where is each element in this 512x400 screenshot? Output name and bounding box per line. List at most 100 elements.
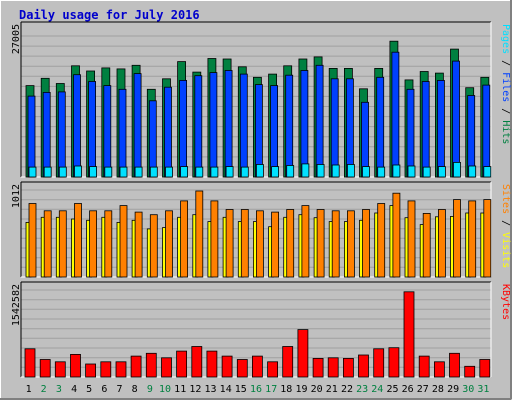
bar-kbytes: [327, 357, 339, 378]
bar-pages: [240, 166, 249, 178]
bar-kbytes: [388, 347, 400, 378]
bar-sites: [210, 200, 219, 278]
bar-files: [27, 95, 36, 178]
bar-kbytes: [449, 352, 460, 378]
bar-kbytes: [85, 363, 96, 378]
bar-files: [179, 80, 188, 178]
day-label: 6: [101, 384, 107, 395]
day-label: 15: [235, 384, 247, 395]
bar-kbytes: [221, 355, 233, 378]
bar-kbytes: [206, 350, 218, 378]
legend-entry: Pages: [500, 24, 511, 54]
bar-sites: [286, 209, 295, 278]
bar-kbytes: [297, 329, 309, 378]
bar-pages: [58, 166, 67, 178]
bar-pages: [210, 166, 219, 178]
bar-pages: [180, 166, 189, 178]
day-label: 24: [371, 384, 383, 395]
bar-pages: [43, 166, 52, 178]
bar-files: [452, 60, 460, 178]
bar-pages: [255, 164, 264, 178]
legend-entry: Hits: [500, 120, 511, 144]
bar-sites: [392, 192, 401, 278]
bar-kbytes: [236, 359, 248, 378]
bar-pages: [468, 165, 477, 178]
bar-kbytes: [373, 348, 385, 378]
bar-sites: [346, 210, 355, 278]
bar-sites: [225, 209, 234, 278]
day-label: 27: [417, 384, 429, 395]
day-label: 9: [147, 384, 153, 395]
bar-sites: [316, 209, 325, 278]
bar-files: [285, 74, 294, 178]
bar-files: [345, 78, 354, 178]
bar-kbytes: [130, 355, 142, 378]
bar-files: [315, 64, 324, 178]
bar-kbytes: [312, 357, 324, 378]
y-max-label: 1012: [11, 184, 22, 208]
bar-pages: [134, 166, 143, 178]
bar-pages: [89, 166, 97, 178]
panel-legend: Pages / Files / Hits: [500, 24, 511, 144]
bar-pages: [407, 165, 416, 178]
day-label: 26: [402, 384, 414, 395]
day-label: 19: [295, 384, 307, 395]
bar-kbytes: [282, 346, 294, 378]
bar-pages: [149, 166, 158, 178]
bar-sites: [74, 203, 82, 278]
day-label: 5: [86, 384, 92, 395]
bar-pages: [286, 165, 295, 178]
day-label: 3: [56, 384, 62, 395]
bar-sites: [165, 210, 173, 278]
day-label: 13: [204, 384, 216, 395]
day-label: 12: [189, 384, 201, 395]
bar-sites: [483, 199, 492, 278]
bar-kbytes: [267, 361, 279, 378]
bar-pages: [104, 166, 113, 178]
bar-pages: [225, 166, 234, 178]
bar-kbytes: [176, 350, 188, 378]
bar-pages: [362, 166, 370, 178]
bar-files: [88, 81, 96, 178]
bar-files: [254, 84, 263, 178]
bar-sites: [240, 209, 249, 278]
bar-pages: [437, 166, 446, 178]
legend-entry: /: [500, 54, 511, 72]
bar-pages: [195, 166, 204, 178]
bar-sites: [331, 210, 340, 278]
bar-pages: [377, 166, 386, 178]
bar-sites: [437, 209, 446, 278]
bar-files: [270, 85, 279, 178]
bar-sites: [119, 205, 128, 278]
bar-pages: [453, 161, 461, 178]
day-label: 21: [326, 384, 338, 395]
bar-sites: [377, 203, 386, 278]
day-label: 14: [220, 384, 232, 395]
bar-files: [482, 84, 491, 178]
bar-sites: [195, 190, 204, 278]
legend-entry: Sites: [500, 184, 511, 214]
bar-sites: [28, 203, 37, 278]
bar-files: [194, 75, 203, 178]
day-label: 16: [250, 384, 262, 395]
bar-sites: [407, 200, 416, 278]
panel-sites-visits: 1012 Sites / Visits: [11, 181, 511, 278]
bar-pages: [331, 164, 340, 178]
bar-pages: [119, 166, 128, 178]
bar-files: [406, 88, 415, 178]
bar-kbytes: [191, 346, 203, 378]
bar-sites: [255, 210, 264, 278]
bar-kbytes: [251, 355, 263, 378]
bar-files: [376, 76, 385, 178]
day-label: 11: [174, 384, 186, 395]
bars: [25, 190, 492, 278]
bar-files: [300, 70, 309, 178]
legend-entry: /: [500, 214, 511, 232]
bar-kbytes: [145, 352, 157, 378]
day-label: 30: [462, 384, 474, 395]
bar-pages: [483, 166, 492, 178]
bar-kbytes: [161, 357, 172, 378]
day-labels: 1 2 3 4 5 6 7 8 9 10 11 12 13 14 15 16 17 18 19 20 21 22 23 24 2…: [26, 384, 490, 395]
bar-files: [148, 100, 157, 178]
bar-sites: [149, 214, 158, 278]
